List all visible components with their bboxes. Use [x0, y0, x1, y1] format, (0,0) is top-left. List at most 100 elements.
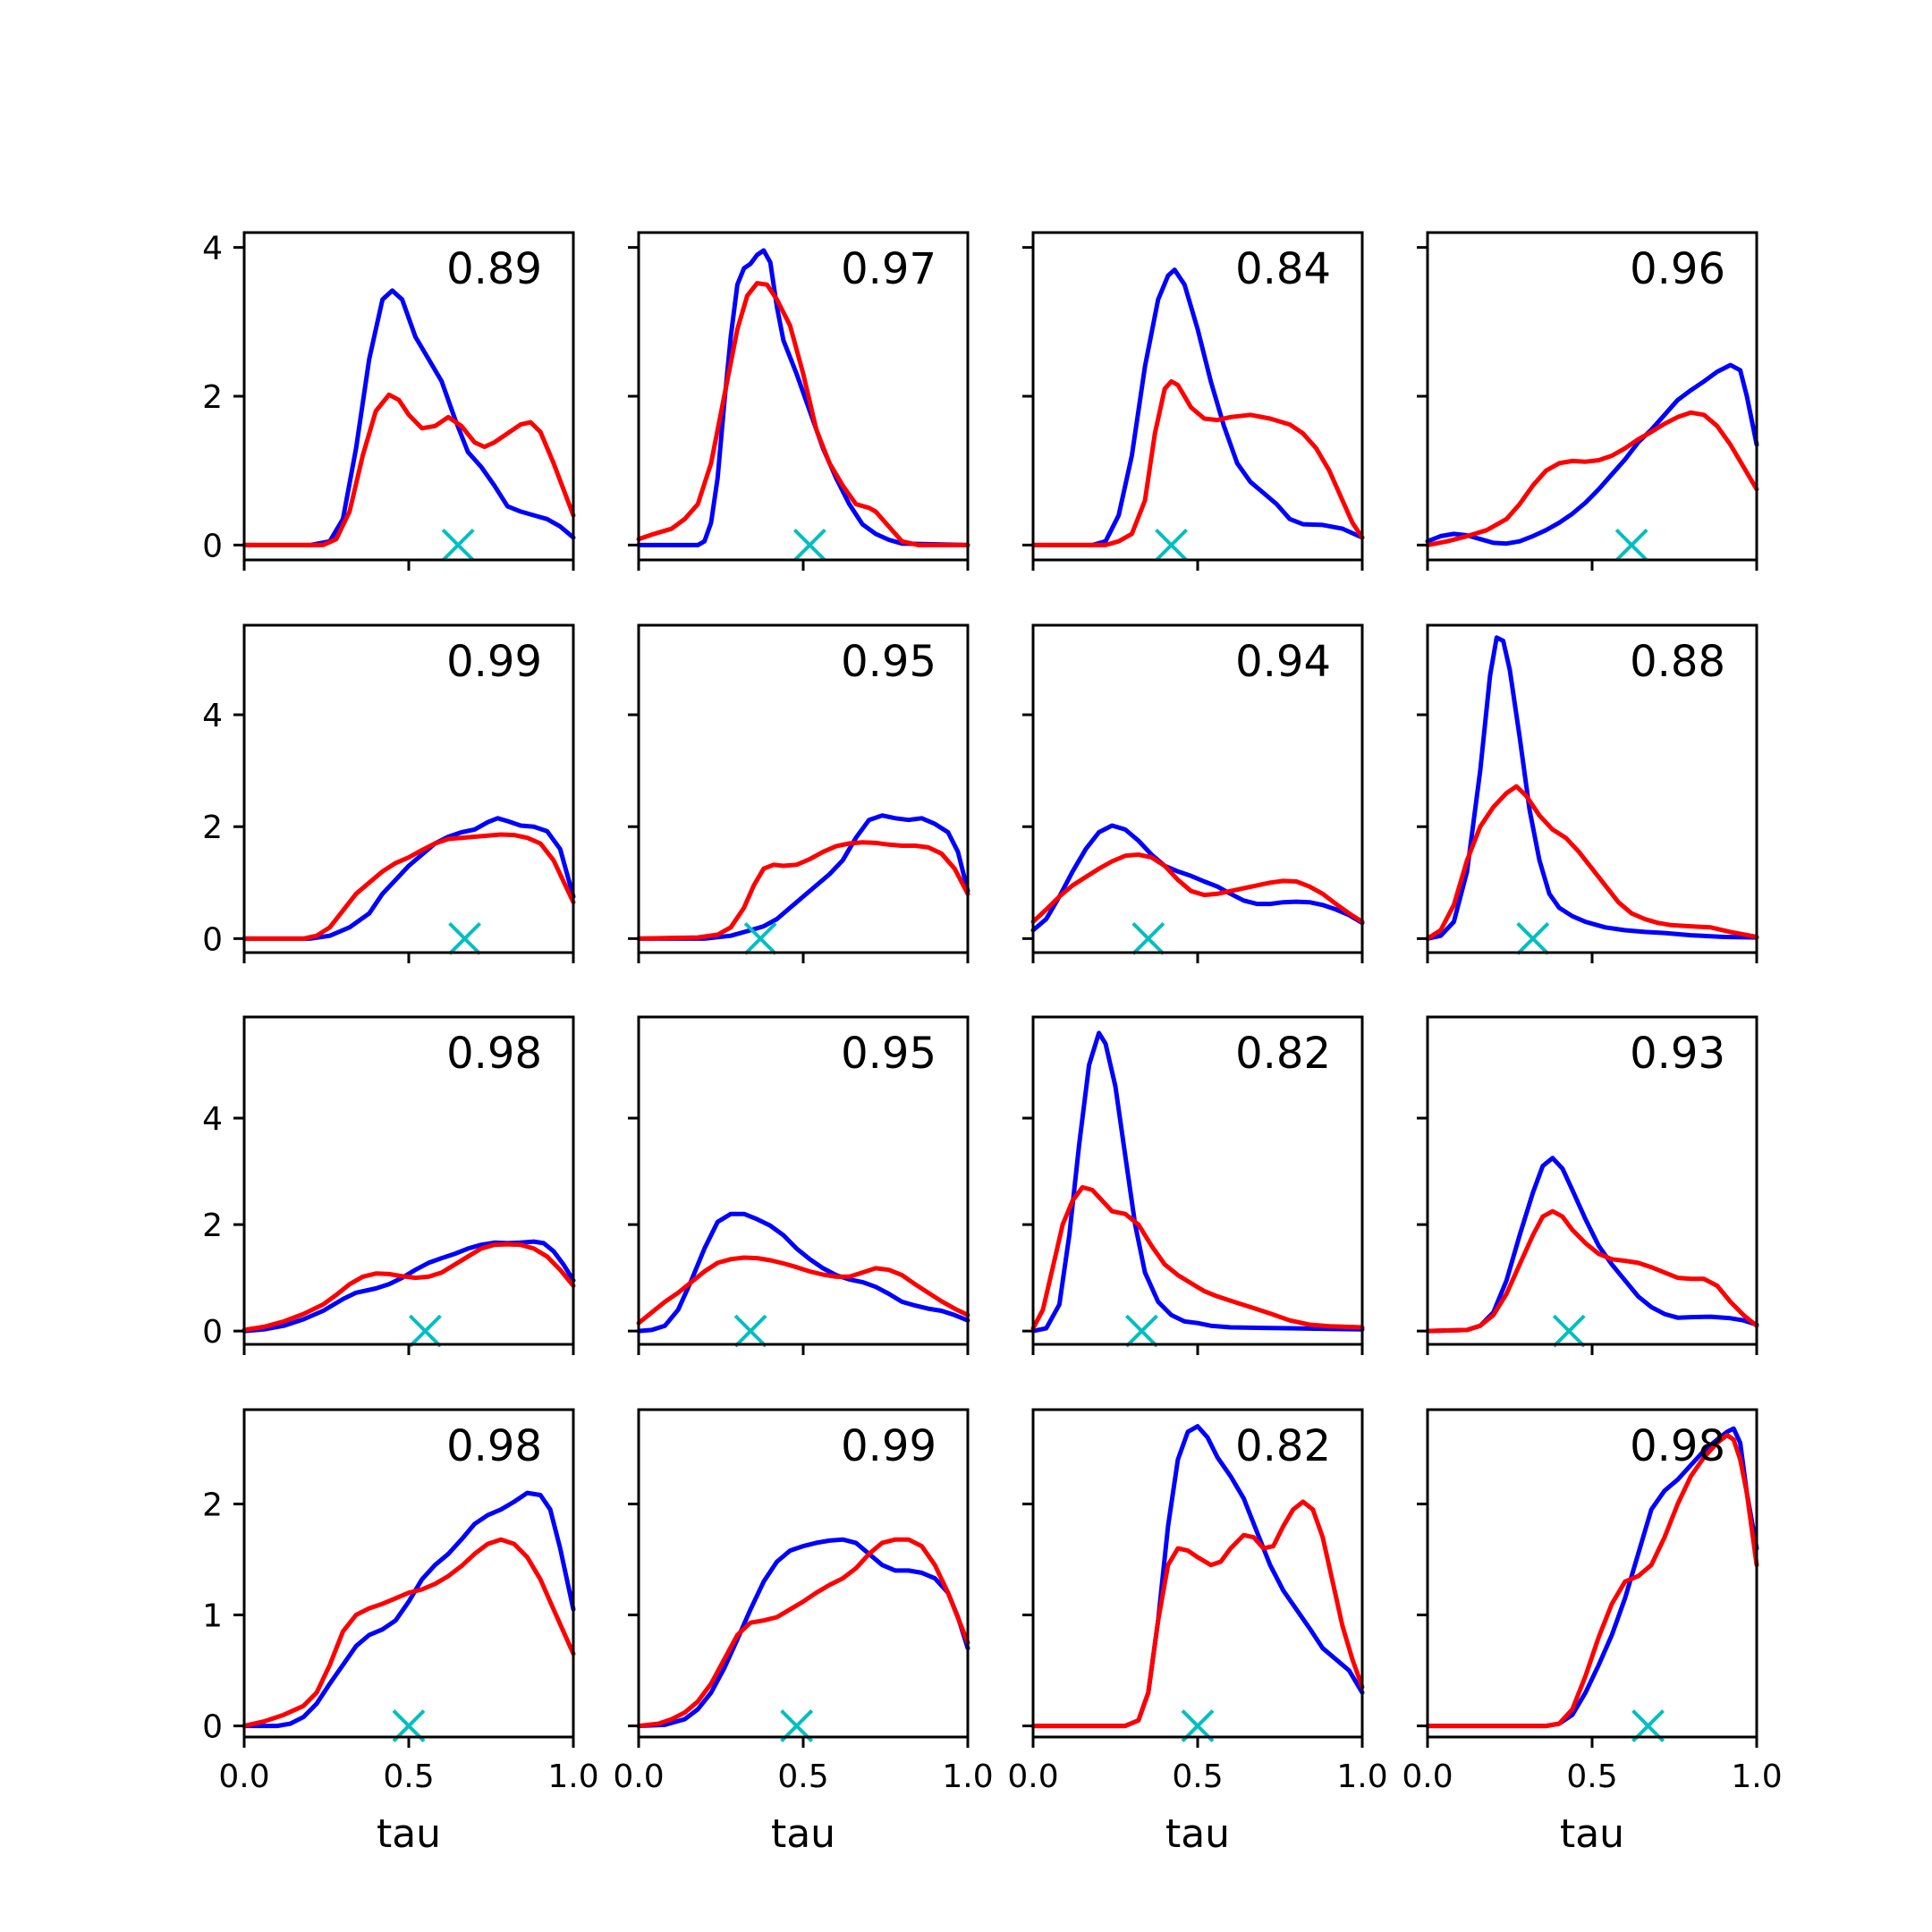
x-marker — [1131, 921, 1165, 955]
x-marker-stroke — [1155, 528, 1188, 562]
subplot-r2-c2: 0.95 — [628, 623, 970, 963]
panel-value-label: 0.82 — [1235, 1029, 1331, 1079]
panel-value-label: 0.95 — [841, 637, 936, 687]
x-marker — [1125, 1314, 1158, 1348]
y-tick-label: 1 — [202, 1598, 223, 1635]
subplot-r2-c3: 0.94 — [1022, 623, 1365, 963]
subplot-r2-c1: 0 2 4 0.99 — [202, 623, 576, 963]
panel-value-label: 0.96 — [1630, 244, 1725, 294]
blue-curve — [1030, 823, 1365, 933]
red-curve — [1030, 852, 1365, 925]
y-tick-label: 2 — [202, 1487, 223, 1523]
subplot-r1-c2: 0.97 — [628, 231, 970, 571]
x-tick-label: 0.5 — [1566, 1758, 1617, 1795]
y-tick-label: 2 — [202, 1208, 223, 1244]
panel-value-label: 0.99 — [446, 637, 542, 687]
x-tick-label: 0.0 — [1007, 1758, 1058, 1795]
panel-value-label: 0.84 — [1235, 244, 1331, 294]
x-marker — [408, 1314, 442, 1348]
x-tick-label: 1.0 — [942, 1758, 993, 1795]
subplot-r1-c1: 0 2 4 0.89 — [202, 231, 576, 571]
blue-curve — [1030, 1030, 1365, 1334]
x-tick-label: 0.0 — [218, 1758, 269, 1795]
y-tick-label: 0 — [202, 528, 223, 564]
blue-curve — [636, 1537, 970, 1729]
subplot-r1-c4: 0.96 — [1417, 231, 1759, 571]
x-marker-stroke — [1516, 921, 1550, 955]
y-tick-label: 4 — [202, 1101, 223, 1138]
subplot-r3-c3: 0.82 — [1022, 1015, 1365, 1355]
blue-curve — [636, 1211, 970, 1334]
x-axis-label: tau — [1165, 1811, 1230, 1857]
x-marker — [441, 528, 475, 562]
blue-curve — [1425, 1426, 1759, 1729]
x-tick-label: 1.0 — [1731, 1758, 1782, 1795]
x-marker — [1155, 528, 1188, 562]
blue-curve — [1425, 362, 1759, 547]
y-tick-label: 0 — [202, 921, 223, 958]
x-tick-label: 0.5 — [383, 1758, 434, 1795]
red-curve — [1425, 410, 1759, 547]
red-curve — [1030, 1184, 1365, 1331]
blue-curve — [636, 248, 970, 547]
panel-value-label: 0.93 — [1630, 1029, 1725, 1079]
x-tick-label: 0.0 — [1402, 1758, 1453, 1795]
x-marker-stroke — [1614, 528, 1648, 562]
x-tick-label: 0.5 — [1172, 1758, 1223, 1795]
panel-value-label: 0.94 — [1235, 637, 1331, 687]
red-curve — [636, 1537, 970, 1729]
panel-value-label: 0.82 — [1235, 1421, 1331, 1471]
red-curve — [242, 1241, 576, 1333]
y-tick-label: 0 — [202, 1314, 223, 1351]
red-curve — [1425, 784, 1759, 941]
y-tick-label: 0 — [202, 1709, 223, 1746]
y-tick-label: 4 — [202, 698, 223, 734]
red-curve — [636, 840, 970, 941]
panel-value-label: 0.89 — [446, 244, 542, 294]
red-curve — [636, 1255, 970, 1326]
x-marker — [733, 1314, 767, 1348]
blue-curve — [1030, 267, 1365, 547]
x-tick-label: 0.0 — [613, 1758, 664, 1795]
subplot-r3-c2: 0.95 — [628, 1015, 970, 1355]
red-curve — [242, 1537, 576, 1729]
blue-curve — [1425, 635, 1759, 941]
subplot-r4-c1: 0.0 0.5 1.0 0 1 2 tau 0.98 — [202, 1408, 599, 1857]
panel-value-label: 0.88 — [1630, 637, 1725, 687]
x-marker — [1516, 921, 1550, 955]
x-marker — [1552, 1314, 1586, 1348]
panel-value-label: 0.98 — [446, 1029, 542, 1079]
blue-curve — [1425, 1156, 1759, 1334]
x-marker — [1614, 528, 1648, 562]
red-curve — [1030, 378, 1365, 547]
y-tick-label: 2 — [202, 379, 223, 416]
subplot-r4-c3: 0.0 0.5 1.0 tau 0.82 — [1007, 1408, 1388, 1857]
subplot-r2-c4: 0.88 — [1417, 623, 1759, 963]
panel-value-label: 0.95 — [841, 1029, 936, 1079]
x-marker-stroke — [441, 528, 475, 562]
x-axis-label: tau — [377, 1811, 441, 1857]
red-curve — [242, 832, 576, 941]
blue-curve — [242, 1239, 576, 1334]
x-axis-label: tau — [771, 1811, 835, 1857]
blue-curve — [636, 813, 970, 941]
x-tick-label: 1.0 — [547, 1758, 598, 1795]
red-curve — [1425, 1433, 1759, 1729]
x-tick-label: 0.5 — [777, 1758, 828, 1795]
x-marker — [743, 921, 777, 955]
subplot-r1-c3: 0.84 — [1022, 231, 1365, 571]
subplot-grid: 0 2 4 0.89 0.97 0.84 0.96 0 2 4 0.99 0.95 0.94 0.88 0 2… — [202, 231, 1783, 1857]
x-marker-stroke — [408, 1314, 442, 1348]
panel-value-label: 0.98 — [1630, 1421, 1725, 1471]
red-curve — [1030, 1499, 1365, 1729]
x-marker-stroke — [1131, 921, 1165, 955]
panel-value-label: 0.97 — [841, 244, 936, 294]
panel-value-label: 0.99 — [841, 1421, 936, 1471]
red-curve — [242, 392, 576, 547]
x-marker-stroke — [743, 921, 777, 955]
x-tick-label: 1.0 — [1336, 1758, 1387, 1795]
y-tick-label: 4 — [202, 231, 223, 267]
red-curve — [636, 281, 970, 547]
x-axis-label: tau — [1560, 1811, 1624, 1857]
